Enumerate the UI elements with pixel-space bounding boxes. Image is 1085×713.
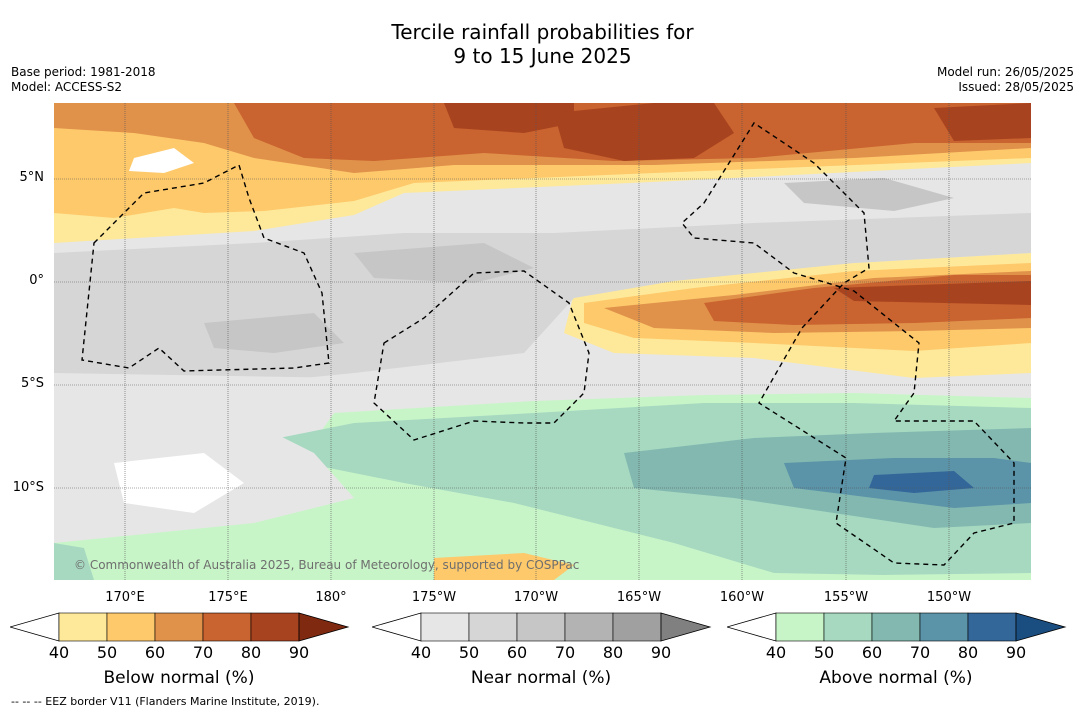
above-tick-80: 80: [957, 643, 979, 662]
below-tick-40: 40: [48, 643, 70, 662]
near-normal-label: Near normal (%): [470, 668, 612, 688]
above-tick-90: 90: [1005, 643, 1027, 662]
lat-label-5n: 5°N: [19, 170, 45, 185]
meta-right: Model run: 26/05/2025 Issued: 28/05/2025: [937, 65, 1074, 95]
lon-label-175w: 175°W: [411, 590, 457, 605]
lon-label-160w: 160°W: [719, 590, 765, 605]
above-tick-70: 70: [909, 643, 931, 662]
colorbar-near: [372, 612, 712, 642]
above-normal-label: Above normal (%): [819, 668, 973, 688]
colorbar-above: [727, 612, 1067, 642]
below-tick-60: 60: [144, 643, 166, 662]
title-line-1: Tercile rainfall probabilities for: [391, 20, 694, 44]
model-name: Model: ACCESS-S2: [11, 80, 123, 94]
below-tick-90: 90: [288, 643, 310, 662]
south-above-80: [869, 471, 974, 493]
model-run: Model run: 26/05/2025: [936, 65, 1074, 79]
colorbar-below: [10, 612, 350, 642]
near-tick-50: 50: [458, 643, 480, 662]
near-tick-90: 90: [650, 643, 672, 662]
near-tick-40: 40: [410, 643, 432, 662]
below-tick-70: 70: [192, 643, 214, 662]
below-normal-label: Below normal (%): [103, 668, 255, 688]
near-60-b: [784, 178, 954, 211]
north-below-80-b: [554, 103, 734, 161]
lat-label-10s: 10°S: [12, 480, 44, 495]
near-tick-70: 70: [554, 643, 576, 662]
map-svg: [54, 103, 1031, 580]
base-period: Base period: 1981-2018: [11, 65, 156, 79]
lon-label-165w: 165°W: [616, 590, 662, 605]
north-white-patch: [129, 148, 194, 173]
south-west-white: [114, 453, 244, 513]
near-60-c: [204, 313, 344, 353]
bottom-left-above: [54, 543, 94, 580]
lat-label-0: 0°: [29, 273, 44, 288]
map-title: Tercile rainfall probabilities for 9 to …: [0, 20, 1085, 68]
north-below-80-c: [934, 103, 1031, 141]
eez-borders: [81, 122, 1015, 566]
below-tick-50: 50: [96, 643, 118, 662]
eez-footnote: -- -- -- EEZ border V11 (Flanders Marine…: [11, 695, 320, 708]
above-tick-40: 40: [765, 643, 787, 662]
above-tick-50: 50: [813, 643, 835, 662]
copyright-notice: © Commonwealth of Australia 2025, Bureau…: [74, 558, 580, 572]
issued-date: Issued: 28/05/2025: [958, 80, 1074, 94]
bottom-below-patch: [434, 553, 574, 580]
near-tick-80: 80: [602, 643, 624, 662]
probability-map: [54, 103, 1031, 580]
north-below-80-a: [444, 103, 574, 133]
south-near-band: [54, 373, 1031, 423]
lon-label-155w: 155°W: [823, 590, 869, 605]
near-tick-60: 60: [506, 643, 528, 662]
lon-label-150w: 150°W: [926, 590, 972, 605]
equatorial-below-80: [834, 281, 1031, 305]
below-tick-80: 80: [240, 643, 262, 662]
lon-label-180: 180°: [315, 590, 347, 605]
meta-left: Base period: 1981-2018 Model: ACCESS-S2: [11, 65, 156, 95]
title-line-2: 9 to 15 June 2025: [453, 44, 632, 68]
above-tick-60: 60: [861, 643, 883, 662]
lon-label-170e: 170°E: [105, 590, 145, 605]
lon-label-175e: 175°E: [208, 590, 248, 605]
lon-label-170w: 170°W: [513, 590, 559, 605]
lat-label-5s: 5°S: [20, 376, 44, 391]
graticule: [54, 103, 1031, 580]
